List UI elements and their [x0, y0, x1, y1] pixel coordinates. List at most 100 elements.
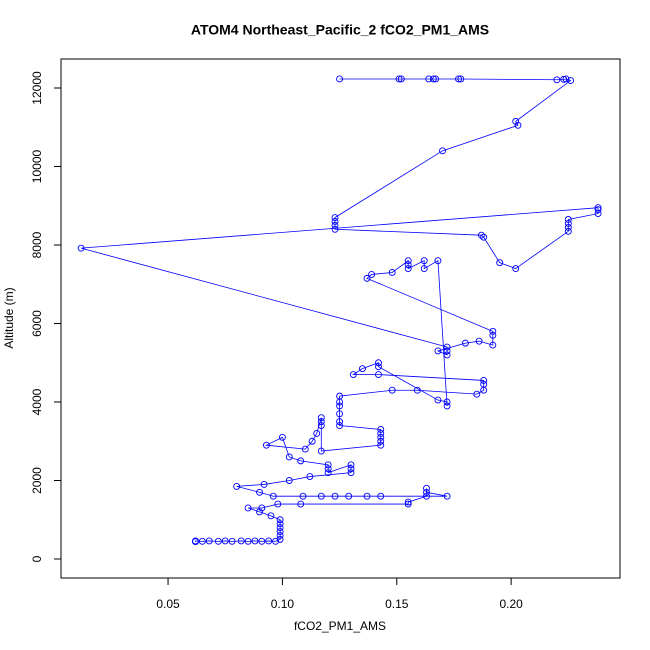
data-point	[439, 147, 446, 155]
data-point	[347, 465, 355, 473]
data-point	[313, 429, 321, 437]
data-point	[336, 398, 344, 406]
data-point	[404, 257, 412, 265]
data-point	[317, 422, 325, 430]
data-point	[461, 339, 469, 347]
data-point	[285, 477, 293, 484]
data-point	[514, 121, 522, 129]
y-tick-label: 10000	[30, 149, 44, 183]
data-point	[276, 524, 284, 532]
data-point	[404, 500, 412, 508]
data-point	[480, 376, 488, 384]
data-point	[77, 244, 85, 252]
data-point	[562, 75, 570, 83]
data-point	[274, 500, 282, 508]
data-point	[244, 537, 252, 545]
data-point	[317, 418, 325, 426]
data-point	[237, 537, 245, 545]
data-point	[258, 504, 266, 512]
data-point	[434, 396, 442, 404]
x-tick-label: 0.05	[156, 597, 180, 611]
y-tick-label: 2000	[30, 467, 44, 494]
data-point	[434, 257, 442, 265]
data-point	[317, 414, 325, 422]
data-point	[192, 538, 199, 546]
data-point	[377, 492, 385, 500]
data-point	[480, 233, 488, 241]
data-point	[331, 221, 339, 229]
data-point	[244, 504, 252, 512]
data-point	[276, 520, 284, 528]
data-point	[388, 386, 396, 394]
data-point	[404, 261, 412, 269]
data-point	[276, 516, 284, 524]
data-point	[443, 347, 451, 355]
y-tick-label: 8000	[30, 231, 44, 258]
data-point	[404, 265, 412, 273]
data-point	[512, 117, 520, 125]
data-point	[324, 469, 332, 477]
data-point	[420, 257, 428, 265]
data-point	[336, 75, 344, 83]
data-point	[443, 351, 451, 359]
data-point	[256, 488, 263, 496]
data-point	[267, 512, 275, 520]
data-point	[375, 363, 382, 371]
x-tick-label: 0.15	[385, 597, 409, 611]
data-point	[377, 429, 385, 437]
data-point	[324, 465, 332, 473]
x-tick-label: 0.20	[499, 597, 523, 611]
data-point	[331, 214, 339, 221]
data-point	[272, 537, 279, 545]
y-tick-label: 4000	[30, 388, 44, 415]
data-point	[368, 270, 376, 278]
data-point	[299, 492, 307, 500]
data-point	[306, 473, 314, 481]
data-point	[336, 418, 344, 426]
data-point	[297, 457, 305, 465]
data-point	[317, 447, 325, 455]
y-tick-label: 0	[30, 555, 44, 562]
data-point	[265, 537, 273, 545]
data-point	[377, 441, 385, 449]
data-point	[473, 390, 481, 398]
data-point	[324, 461, 332, 469]
data-point	[489, 331, 497, 339]
data-point	[594, 206, 602, 214]
data-point	[377, 433, 385, 441]
data-point	[489, 341, 497, 349]
data-point	[395, 75, 403, 83]
data-point	[455, 75, 462, 83]
data-point	[564, 219, 572, 227]
data-point	[423, 488, 430, 496]
data-point	[228, 537, 236, 545]
data-point	[397, 75, 405, 83]
data-point	[443, 492, 451, 500]
data-point	[475, 337, 483, 345]
data-point	[336, 410, 344, 418]
data-point	[443, 343, 451, 351]
data-point	[221, 537, 229, 545]
data-point	[205, 537, 213, 545]
data-point	[443, 398, 451, 406]
data-point	[233, 482, 241, 490]
data-point	[359, 365, 366, 373]
data-point	[375, 371, 382, 378]
data-point	[564, 227, 572, 235]
data-point	[297, 500, 305, 508]
data-point	[480, 386, 488, 394]
data-point	[331, 492, 339, 500]
plot-frame	[60, 58, 621, 579]
data-point	[477, 231, 485, 239]
data-point	[388, 269, 396, 276]
data-point	[262, 441, 270, 449]
data-point	[413, 386, 421, 394]
data-point	[336, 422, 344, 430]
data-point	[443, 402, 451, 410]
data-point	[512, 265, 520, 273]
data-point	[285, 453, 293, 461]
data-point	[567, 77, 575, 84]
data-point	[457, 75, 465, 83]
chart-title: ATOM4 Northeast_Pacific_2 fCO2_PM1_AMS	[191, 22, 489, 38]
